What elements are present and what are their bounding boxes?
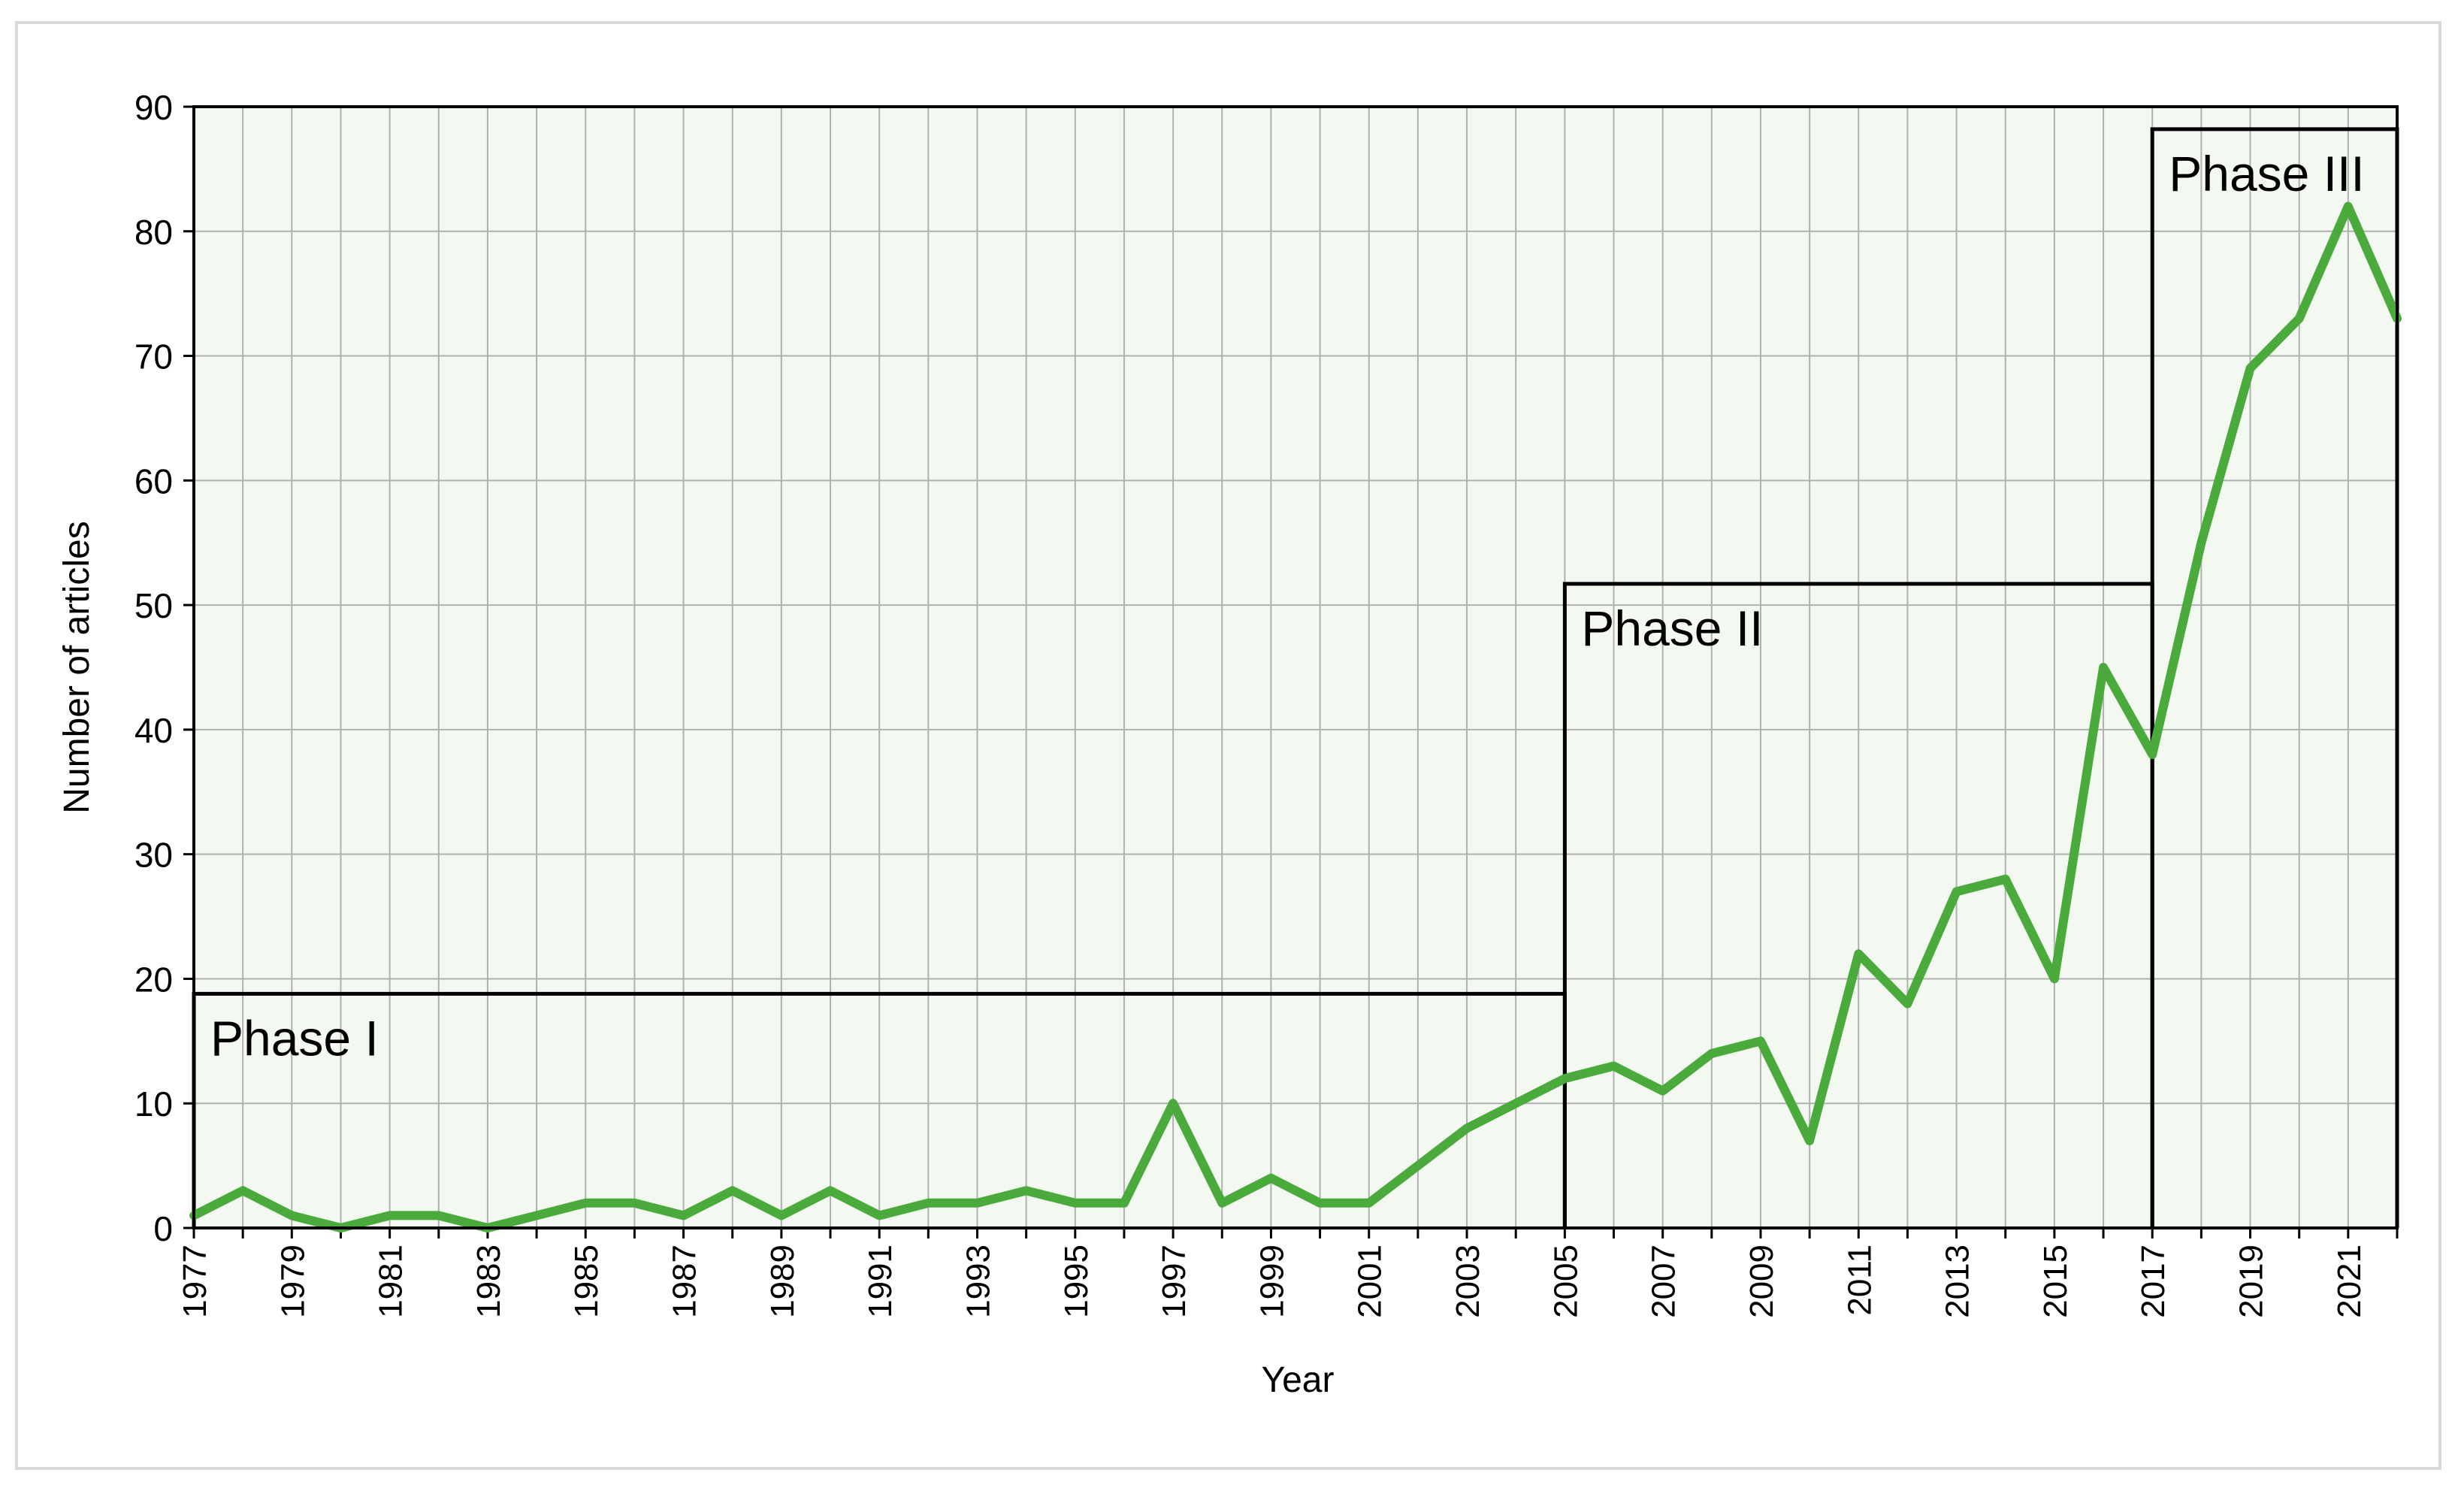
- x-tick-label: 2005: [1547, 1245, 1584, 1318]
- x-tick-label: 2003: [1450, 1245, 1486, 1318]
- x-tick-label: 2019: [2233, 1245, 2270, 1318]
- chart-frame: [15, 21, 2441, 1470]
- y-tick-label: 50: [135, 586, 173, 625]
- y-tick-label: 80: [135, 213, 173, 252]
- x-tick-label: 1979: [274, 1245, 311, 1318]
- phase-label: Phase III: [2169, 146, 2365, 201]
- x-tick-label: 1981: [373, 1245, 410, 1318]
- x-tick-label: 1999: [1253, 1245, 1290, 1318]
- y-tick-label: 30: [135, 836, 173, 875]
- x-tick-label: 1985: [568, 1245, 605, 1318]
- x-tick-label: 2011: [1841, 1245, 1878, 1316]
- y-tick-label: 70: [135, 337, 173, 377]
- plot-area: [194, 107, 2397, 1228]
- x-tick-label: 2001: [1352, 1245, 1389, 1318]
- x-tick-label: 1993: [960, 1245, 996, 1318]
- y-tick-label: 40: [135, 711, 173, 750]
- phase-label: Phase II: [1581, 600, 1763, 656]
- y-tick-label: 10: [135, 1084, 173, 1124]
- phase-label: Phase I: [210, 1010, 379, 1066]
- x-tick-label: 1989: [764, 1245, 801, 1318]
- x-tick-label: 1997: [1156, 1245, 1193, 1318]
- x-tick-label: 1995: [1058, 1245, 1095, 1318]
- grid-lines: [194, 107, 2397, 1228]
- x-tick-label: 2007: [1646, 1245, 1682, 1318]
- x-tick-label: 2013: [1939, 1245, 1976, 1318]
- x-axis: 1977 1979 1981 1983 1985 1987 1989 1991 1993 1995…: [177, 1228, 2399, 1318]
- x-tick-label: 2009: [1743, 1245, 1780, 1318]
- x-tick-label: 2015: [2037, 1245, 2074, 1318]
- y-axis-label: Number of articles: [57, 521, 97, 813]
- y-tick-label: 60: [135, 461, 173, 501]
- x-tick-label: 1977: [177, 1245, 213, 1318]
- x-tick-label: 1991: [862, 1245, 899, 1318]
- x-tick-label: 1987: [667, 1245, 703, 1318]
- y-axis: 0 10 20 30 40 50 60 70 80 90: [135, 88, 194, 1248]
- x-tick-label: 2021: [2331, 1245, 2368, 1318]
- plot-border: [192, 105, 2399, 1229]
- y-tick-label: 20: [135, 960, 173, 999]
- y-tick-label: 0: [153, 1209, 173, 1248]
- y-tick-label: 90: [135, 88, 173, 127]
- x-tick-label: 2017: [2135, 1245, 2172, 1318]
- x-tick-label: 1983: [470, 1245, 507, 1318]
- series-line: [189, 201, 2402, 1232]
- x-axis-label: Year: [1262, 1360, 1335, 1400]
